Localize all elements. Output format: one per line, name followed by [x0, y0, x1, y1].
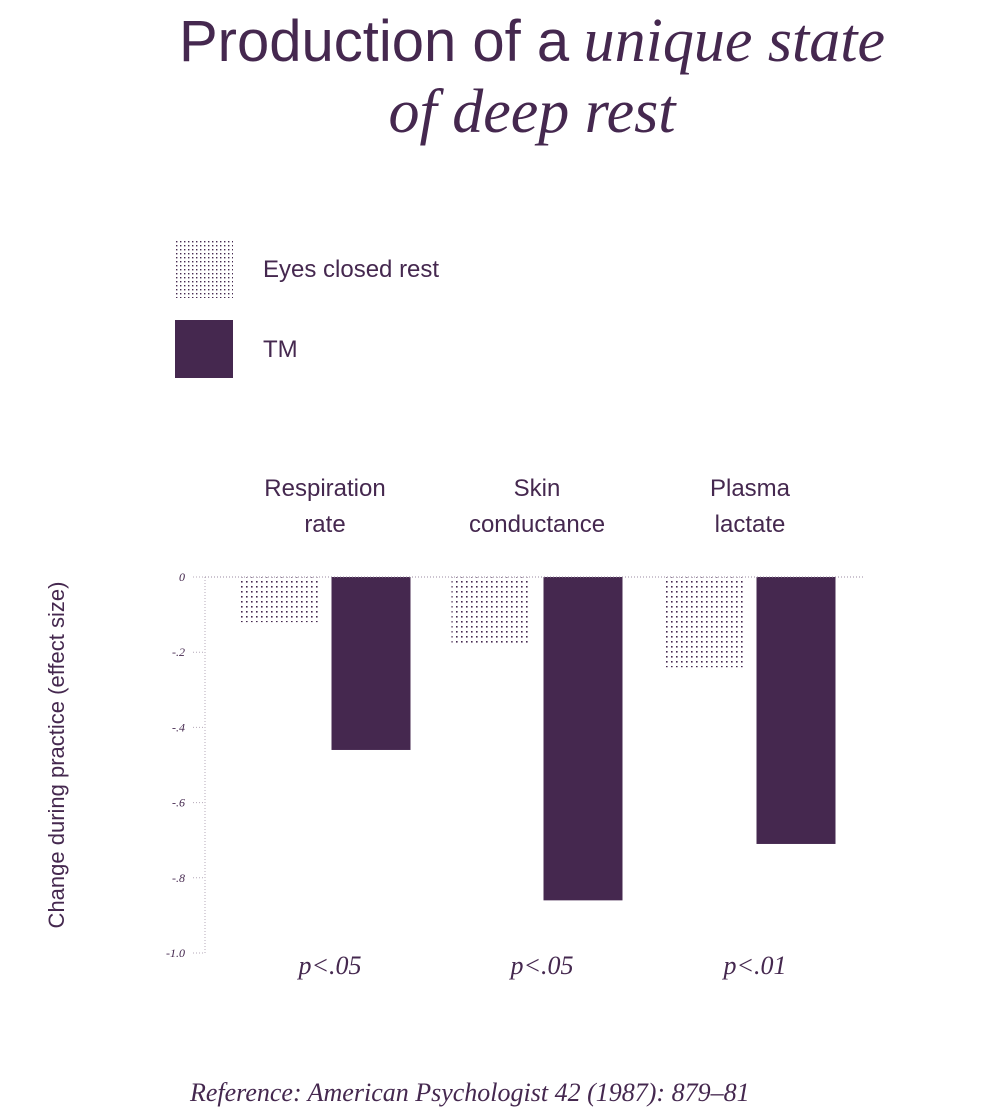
y-tick-label: -.2 [172, 645, 185, 659]
y-tick-label: -.8 [172, 871, 185, 885]
category-label-line2: conductance [469, 511, 605, 538]
category-label-line1: Respiration [264, 475, 385, 502]
bar-tm [756, 577, 836, 844]
category-label-line2: lactate [715, 511, 786, 538]
legend-label-eyes-closed: Eyes closed rest [263, 256, 440, 283]
bar-eyes-closed-rest [451, 577, 531, 645]
significance-label: p<.05 [296, 951, 361, 980]
title-italic-1: unique state [583, 7, 885, 75]
title-line-1: Production of a unique state [0, 6, 1000, 77]
significance-label: p<.05 [508, 951, 573, 980]
legend-label-tm: TM [263, 336, 298, 363]
title-plain: Production of a [179, 9, 570, 74]
bar-tm [543, 577, 623, 901]
bar-eyes-closed-rest [664, 577, 744, 668]
y-tick-label: 0 [179, 570, 185, 584]
y-tick-label: -1.0 [166, 946, 185, 960]
category-label-line2: rate [304, 511, 345, 538]
bar-eyes-closed-rest [239, 577, 319, 623]
reference-note: Reference: American Psychologist 42 (198… [190, 1078, 750, 1107]
y-axis-label: Change during practice (effect size) [44, 581, 69, 929]
title-line-2: of deep rest [0, 77, 1000, 148]
chart-title: Production of a unique state of deep res… [0, 6, 1000, 148]
y-tick-label: -.6 [172, 796, 185, 810]
y-tick-label: -.4 [172, 720, 185, 734]
legend-swatch-tm [175, 320, 233, 378]
category-label-line1: Skin [514, 475, 561, 502]
title-italic-2: of deep rest [388, 78, 676, 146]
legend-swatch-eyes-closed [175, 240, 233, 298]
category-label-line1: Plasma [710, 475, 791, 502]
bar-tm [331, 577, 411, 750]
significance-label: p<.01 [721, 951, 786, 980]
